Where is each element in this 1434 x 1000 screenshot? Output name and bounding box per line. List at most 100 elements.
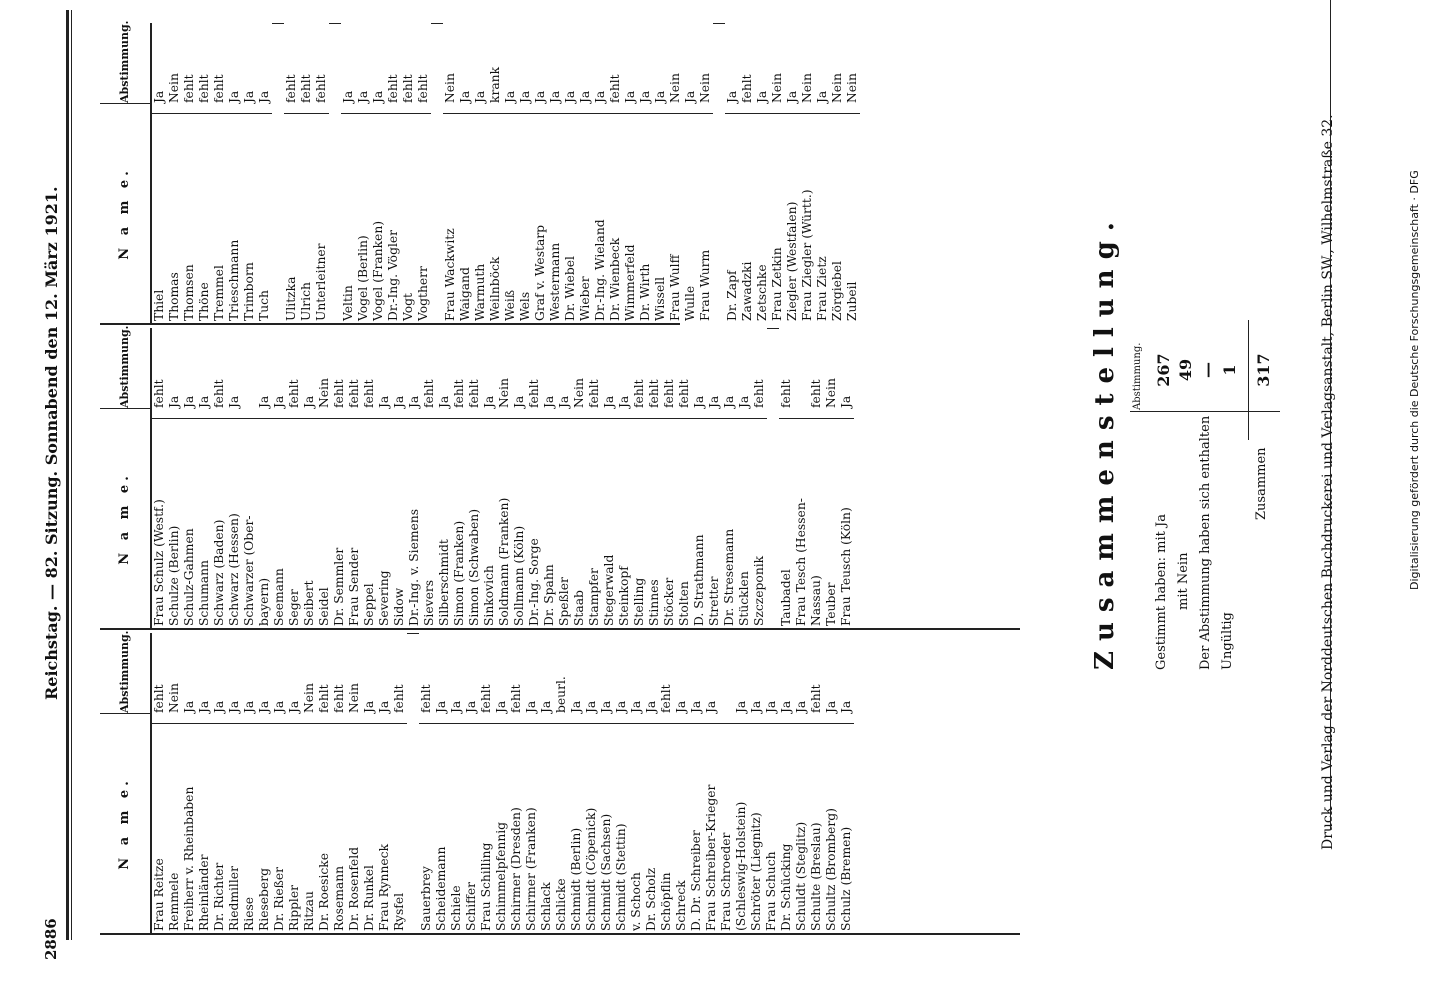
vote-value: Ja xyxy=(167,395,181,408)
table-row: Frau Schroeder xyxy=(719,633,734,933)
vote-table-1: N a m e. Abstimmung. Frau Reitze fehlt Remm… xyxy=(100,631,1020,935)
table-row: Rysfel fehlt xyxy=(392,633,407,933)
table-row: Schulz (Bremen) Ja xyxy=(839,633,854,933)
member-name: Dr. Scholz xyxy=(644,723,659,933)
table-row: Teuber Nein xyxy=(824,328,839,628)
vote-value: Nein xyxy=(497,378,511,408)
vote-value: fehlt xyxy=(299,74,313,103)
member-name: Ulrich xyxy=(299,113,314,323)
table-row: Dr. Richter Ja xyxy=(212,633,227,933)
table-row: Ziegler (Westfalen) Ja xyxy=(785,23,800,323)
vote-value: Ja xyxy=(257,700,271,713)
header-rule xyxy=(66,10,69,940)
member-name: Schiele xyxy=(449,723,464,933)
member-name: Stretter xyxy=(707,418,722,628)
table-row: Vogt fehlt xyxy=(401,23,416,323)
table-row: Szczeponik fehlt xyxy=(752,328,767,628)
member-name: Schwarzer (Ober- xyxy=(242,418,257,628)
member-name: Frau Tesch (Hessen- xyxy=(794,418,809,628)
member-name: Dr. Wiebel xyxy=(563,113,578,323)
col-vote-header: Abstimmung. xyxy=(118,325,131,408)
summary-value-enthalten: — xyxy=(1198,362,1217,378)
vote-value: Ja xyxy=(533,90,547,103)
member-name: Rheinländer xyxy=(197,723,212,933)
member-name: Westermann xyxy=(548,113,563,323)
member-name: Sinkovich xyxy=(482,418,497,628)
member-name: Trimborn xyxy=(242,113,257,323)
table-row: Riese Ja xyxy=(242,633,257,933)
table-row: Dr.-Ing. Wieland Ja xyxy=(593,23,608,323)
vote-value: fehlt xyxy=(422,379,436,408)
table-row: Seppel fehlt xyxy=(362,328,377,628)
vote-value: Ja xyxy=(371,90,385,103)
member-name: Frau Reitze xyxy=(152,723,167,933)
table-row: Sauerbrey fehlt xyxy=(419,633,434,933)
table-row: Seidel Nein xyxy=(317,328,332,628)
table-row: Schmidt (Berlin) Ja xyxy=(569,633,584,933)
vote-value: fehlt xyxy=(752,379,766,408)
member-name: Schuldt (Steglitz) xyxy=(794,723,809,933)
summary-value-ungueltig: 1 xyxy=(1220,364,1239,376)
table-row: Thöne fehlt xyxy=(197,23,212,323)
table-row: Schultz (Bromberg) Ja xyxy=(824,633,839,933)
vote-value: Ja xyxy=(512,395,526,408)
summary-value-nein: 49 xyxy=(1176,358,1195,382)
member-name: Dr. Semmler xyxy=(332,418,347,628)
member-name: Schlicke xyxy=(554,723,569,933)
row-gap xyxy=(272,23,284,323)
vote-value: Ja xyxy=(593,90,607,103)
member-name: Ziegler (Westfalen) xyxy=(785,113,800,323)
table-row: Dr. Stresemann Ja xyxy=(722,328,737,628)
table-row: Nassau) fehlt xyxy=(809,328,824,628)
member-name: Dr. Wienbeck xyxy=(608,113,623,323)
table-row: Dr.-Ing. Vögler fehlt xyxy=(386,23,401,323)
vote-value: Ja xyxy=(473,90,487,103)
member-name: Silberschmidt xyxy=(437,418,452,628)
table-row: Frau Reitze fehlt xyxy=(152,633,167,933)
table-row: Dr. Wienbeck fehlt xyxy=(608,23,623,323)
table-row: Frau Tesch (Hessen- xyxy=(794,328,809,628)
vote-value: Ja xyxy=(737,395,751,408)
table-row: D. Dr. Schreiber Ja xyxy=(689,633,704,933)
member-name: Riese xyxy=(242,723,257,933)
vote-value: Ja xyxy=(563,90,577,103)
imprint-rule xyxy=(1330,0,1331,830)
vote-value: Ja xyxy=(599,700,613,713)
member-name: Teuber xyxy=(824,418,839,628)
member-name: Staab xyxy=(572,418,587,628)
vote-value: Nein xyxy=(317,378,331,408)
table-row: Weilnböck krank xyxy=(488,23,503,323)
member-name: Frau Wackwitz xyxy=(443,113,458,323)
member-name: Scheidemann xyxy=(434,723,449,933)
vote-value: fehlt xyxy=(401,74,415,103)
member-name: Ulitzka xyxy=(284,113,299,323)
vote-value: Nein xyxy=(698,73,712,103)
vote-value: Ja xyxy=(212,700,226,713)
table-row: Rheinländer Ja xyxy=(197,633,212,933)
vote-value: Ja xyxy=(182,700,196,713)
vote-value: Ja xyxy=(392,395,406,408)
member-name: Thomas xyxy=(167,113,182,323)
vote-value: fehlt xyxy=(362,379,376,408)
member-name: Tuch xyxy=(257,113,272,323)
table-row: Frau Zetkin Nein xyxy=(770,23,785,323)
vote-value: Ja xyxy=(548,90,562,103)
row-gap xyxy=(713,23,725,323)
vote-value: Ja xyxy=(494,700,508,713)
table-row: Graf v. Westarp Ja xyxy=(533,23,548,323)
member-name: Schmidt (Berlin) xyxy=(569,723,584,933)
table-row: Sollmann (Köln) Ja xyxy=(512,328,527,628)
dfg-note: Digitalisierung gefördert durch die Deut… xyxy=(1408,170,1421,590)
table-row: Rippler Ja xyxy=(287,633,302,933)
vote-value: Ja xyxy=(227,700,241,713)
table-row: Severing Ja xyxy=(377,328,392,628)
member-name: Frau Wulff xyxy=(668,113,683,323)
member-name: Dr. Roesicke xyxy=(317,723,332,933)
vote-value: Ja xyxy=(689,700,703,713)
table-row: Frau Wulff Nein xyxy=(668,23,683,323)
table-row: Ulitzka fehlt xyxy=(284,23,299,323)
table-row: Simon (Schwaben) fehlt xyxy=(467,328,482,628)
vote-table-2: N a m e. Abstimmung. Frau Schulz (Westf.)… xyxy=(100,325,1020,630)
vote-value: Nein xyxy=(668,73,682,103)
